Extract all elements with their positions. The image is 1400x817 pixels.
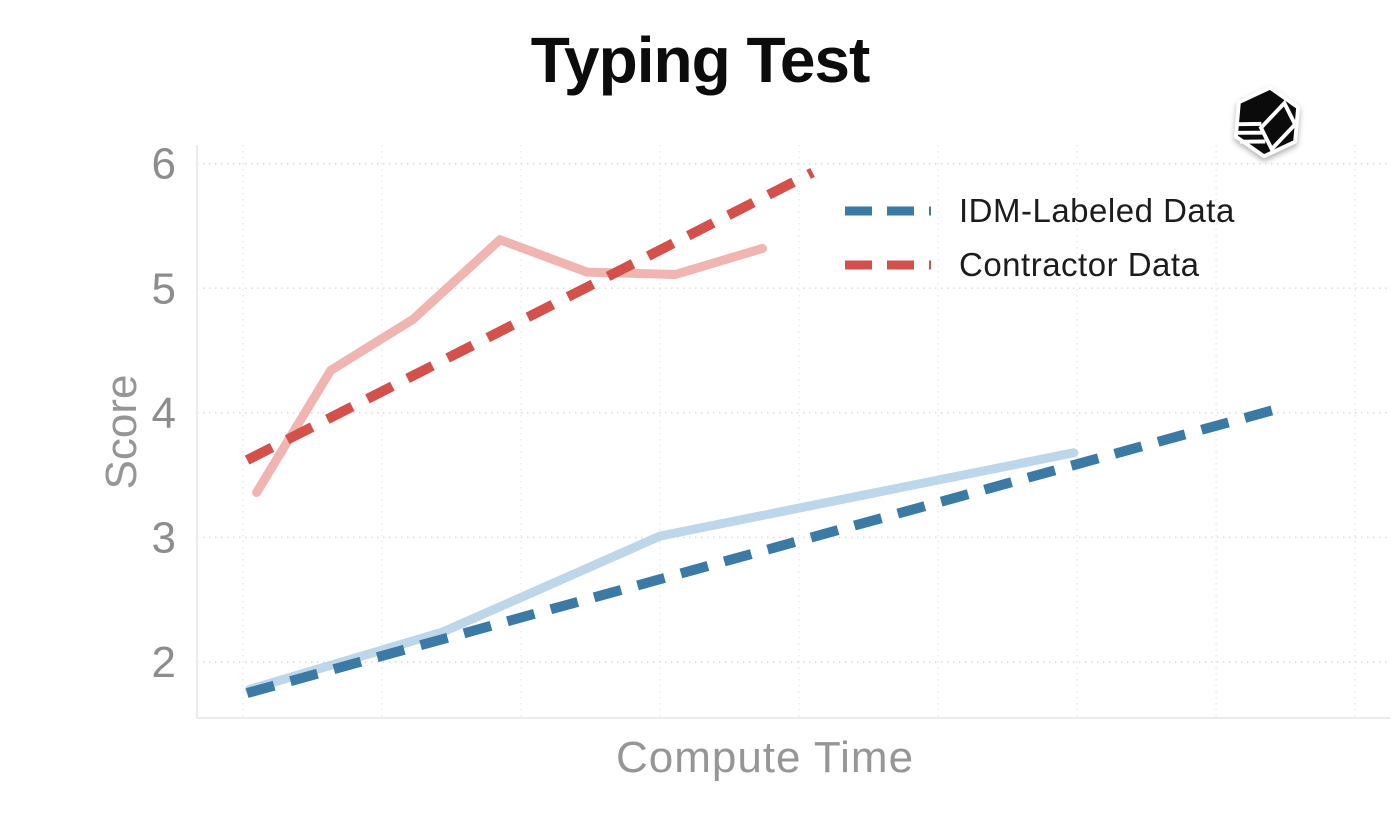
- y-tick-label: 4: [152, 389, 176, 438]
- legend-label-idm: IDM-Labeled Data: [959, 192, 1235, 229]
- y-tick-label: 2: [152, 638, 176, 687]
- series-contractor-data-training-run-: [252, 235, 767, 497]
- series-contractor-data: [244, 167, 815, 465]
- legend-label-contractor: Contractor Data: [959, 246, 1200, 283]
- red-dashed-line-icon: [845, 260, 931, 270]
- legend-item-idm: IDM-Labeled Data: [845, 184, 1235, 238]
- y-tick-label: 5: [152, 264, 176, 313]
- series-idm-labeled-data-training-run-: [245, 448, 1079, 694]
- hex-cube-logo-icon: [1233, 86, 1301, 158]
- blue-dashed-line-icon: [845, 206, 931, 216]
- x-axis-label: Compute Time: [615, 733, 915, 782]
- y-axis-label: Score: [97, 374, 146, 490]
- series-idm-labeled-data: [245, 404, 1279, 698]
- legend-item-contractor: Contractor Data: [845, 238, 1235, 292]
- legend: IDM-Labeled Data Contractor Data: [845, 184, 1235, 292]
- chart-title: Typing Test: [530, 24, 871, 96]
- y-tick-label: 6: [152, 140, 176, 189]
- y-tick-label: 3: [152, 513, 176, 562]
